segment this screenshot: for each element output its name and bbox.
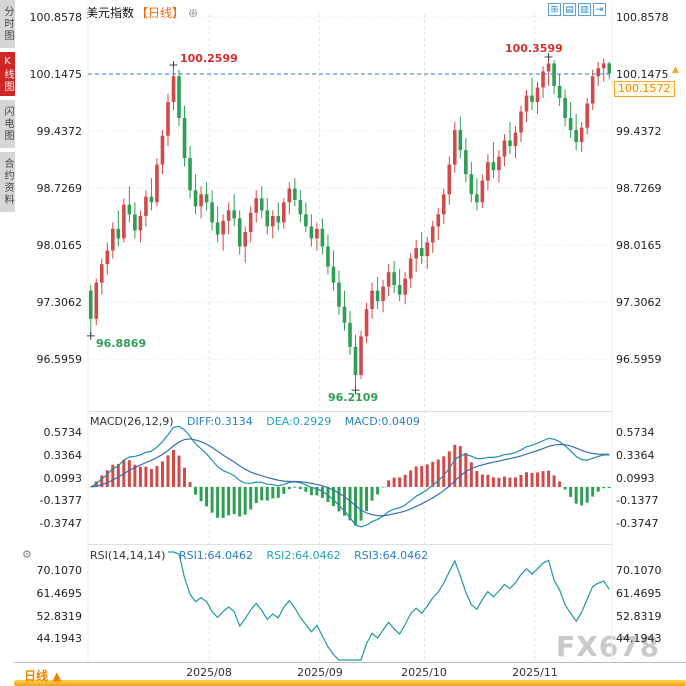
- macd-dea-value: DEA:0.2929: [266, 415, 332, 428]
- macd-axis-label: 0.0993: [43, 472, 83, 485]
- horizontal-scrollbar[interactable]: [14, 680, 686, 686]
- x-axis-label: 2025/11: [512, 666, 558, 679]
- period-selector-label: 日线: [24, 669, 49, 683]
- annotation-high: 100.3599: [505, 42, 563, 55]
- rsi-axis-label: 44.1943: [616, 632, 662, 645]
- watermark: FX678: [556, 630, 661, 663]
- macd-name: MACD(26,12,9): [90, 415, 174, 428]
- sidebar-tab-lightning-chart[interactable]: 闪电图: [0, 100, 15, 148]
- rsi-name: RSI(14,14,14): [90, 549, 166, 562]
- vertical-panels-icon[interactable]: ▥: [578, 3, 591, 16]
- symbol-title: 美元指数: [86, 6, 135, 20]
- price-axis-label: 98.7269: [616, 182, 662, 195]
- x-axis-line: [14, 662, 686, 663]
- macd-axis-label: -0.3747: [39, 517, 82, 530]
- rsi-axis-label: 70.1070: [36, 564, 83, 577]
- x-axis-label: 2025/10: [401, 666, 447, 679]
- last-price-tag: 100.1572: [614, 81, 675, 97]
- price-axis-label: 96.5959: [36, 353, 83, 366]
- macd-hist-value: MACD:0.0409: [344, 415, 420, 428]
- rsi-axis-label: 61.4695: [616, 587, 662, 600]
- macd-axis-label: 0.0993: [616, 472, 655, 485]
- indicator-settings-icon[interactable]: ⚙: [22, 548, 32, 561]
- price-axis-label: 100.8578: [29, 11, 83, 24]
- macd-axis-label: 0.5734: [616, 426, 655, 439]
- price-axis-label: 97.3062: [616, 296, 662, 309]
- rsi-axis-label: 70.1070: [616, 564, 662, 577]
- rsi-axis-label: 44.1943: [36, 632, 83, 645]
- macd-axis-label: -0.1377: [39, 494, 82, 507]
- x-axis-label: 2025/09: [297, 666, 343, 679]
- panel-separator: [88, 411, 612, 412]
- sidebar-tab-timeshare-chart[interactable]: 分时图: [0, 0, 15, 48]
- macd-axis-label: -0.3747: [616, 517, 659, 530]
- price-axis-label: 100.1475: [616, 68, 669, 81]
- horizontal-panels-icon[interactable]: ▤: [563, 3, 576, 16]
- macd-header: MACD(26,12,9) DIFF:0.3134 DEA:0.2929 MAC…: [90, 415, 420, 428]
- macd-axis-label: 0.3364: [616, 449, 655, 462]
- period-selector[interactable]: 日线 ▲: [24, 667, 61, 684]
- rsi-header: RSI(14,14,14) RSI1:64.0462 RSI2:64.0462 …: [90, 549, 428, 562]
- price-axis-label: 99.4372: [616, 125, 662, 138]
- price-axis-label: 98.0165: [616, 239, 662, 252]
- price-axis-label: 100.1475: [29, 68, 83, 81]
- annotation-high: 100.2599: [180, 52, 238, 65]
- chart-toolbar: ⊞ ▤ ▥ ⇥: [548, 3, 606, 16]
- annotation-low: 96.8869: [96, 337, 147, 350]
- rsi3-value: RSI3:64.0462: [354, 549, 429, 562]
- macd-axis-label: 0.3364: [43, 449, 83, 462]
- collapse-right-icon[interactable]: ⇥: [593, 3, 606, 16]
- price-axis-label: 97.3062: [36, 296, 83, 309]
- price-marker-arrow-icon: ▲: [672, 65, 679, 76]
- rsi-axis-label: 52.8319: [36, 610, 83, 623]
- annotation-low: 96.2109: [328, 391, 379, 404]
- panel-separator: [88, 544, 612, 545]
- rsi-axis-label: 52.8319: [616, 610, 662, 623]
- sidebar-tab-kline-chart[interactable]: K线图: [0, 52, 15, 96]
- grid-layout-icon[interactable]: ⊞: [548, 3, 561, 16]
- price-axis-label: 96.5959: [616, 353, 662, 366]
- macd-axis-label: 0.5734: [43, 426, 83, 439]
- sidebar-tab-contract-info[interactable]: 合约资料: [0, 152, 15, 212]
- price-axis-label: 98.7269: [36, 182, 83, 195]
- macd-axis-label: -0.1377: [616, 494, 659, 507]
- chevron-up-icon: ▲: [52, 669, 62, 683]
- macd-diff-value: DIFF:0.3134: [187, 415, 253, 428]
- rsi1-value: RSI1:64.0462: [178, 549, 253, 562]
- price-axis-label: 99.4372: [36, 125, 83, 138]
- price-axis-label: 98.0165: [36, 239, 83, 252]
- rsi2-value: RSI2:64.0462: [266, 549, 341, 562]
- price-axis-label: 100.8578: [616, 11, 669, 24]
- rsi-axis-label: 61.4695: [36, 587, 83, 600]
- chart-type-sidebar: 分时图 K线图 闪电图 合约资料: [0, 0, 15, 216]
- add-indicator-icon[interactable]: ⊕: [188, 6, 199, 20]
- x-axis-label: 2025/08: [186, 666, 232, 679]
